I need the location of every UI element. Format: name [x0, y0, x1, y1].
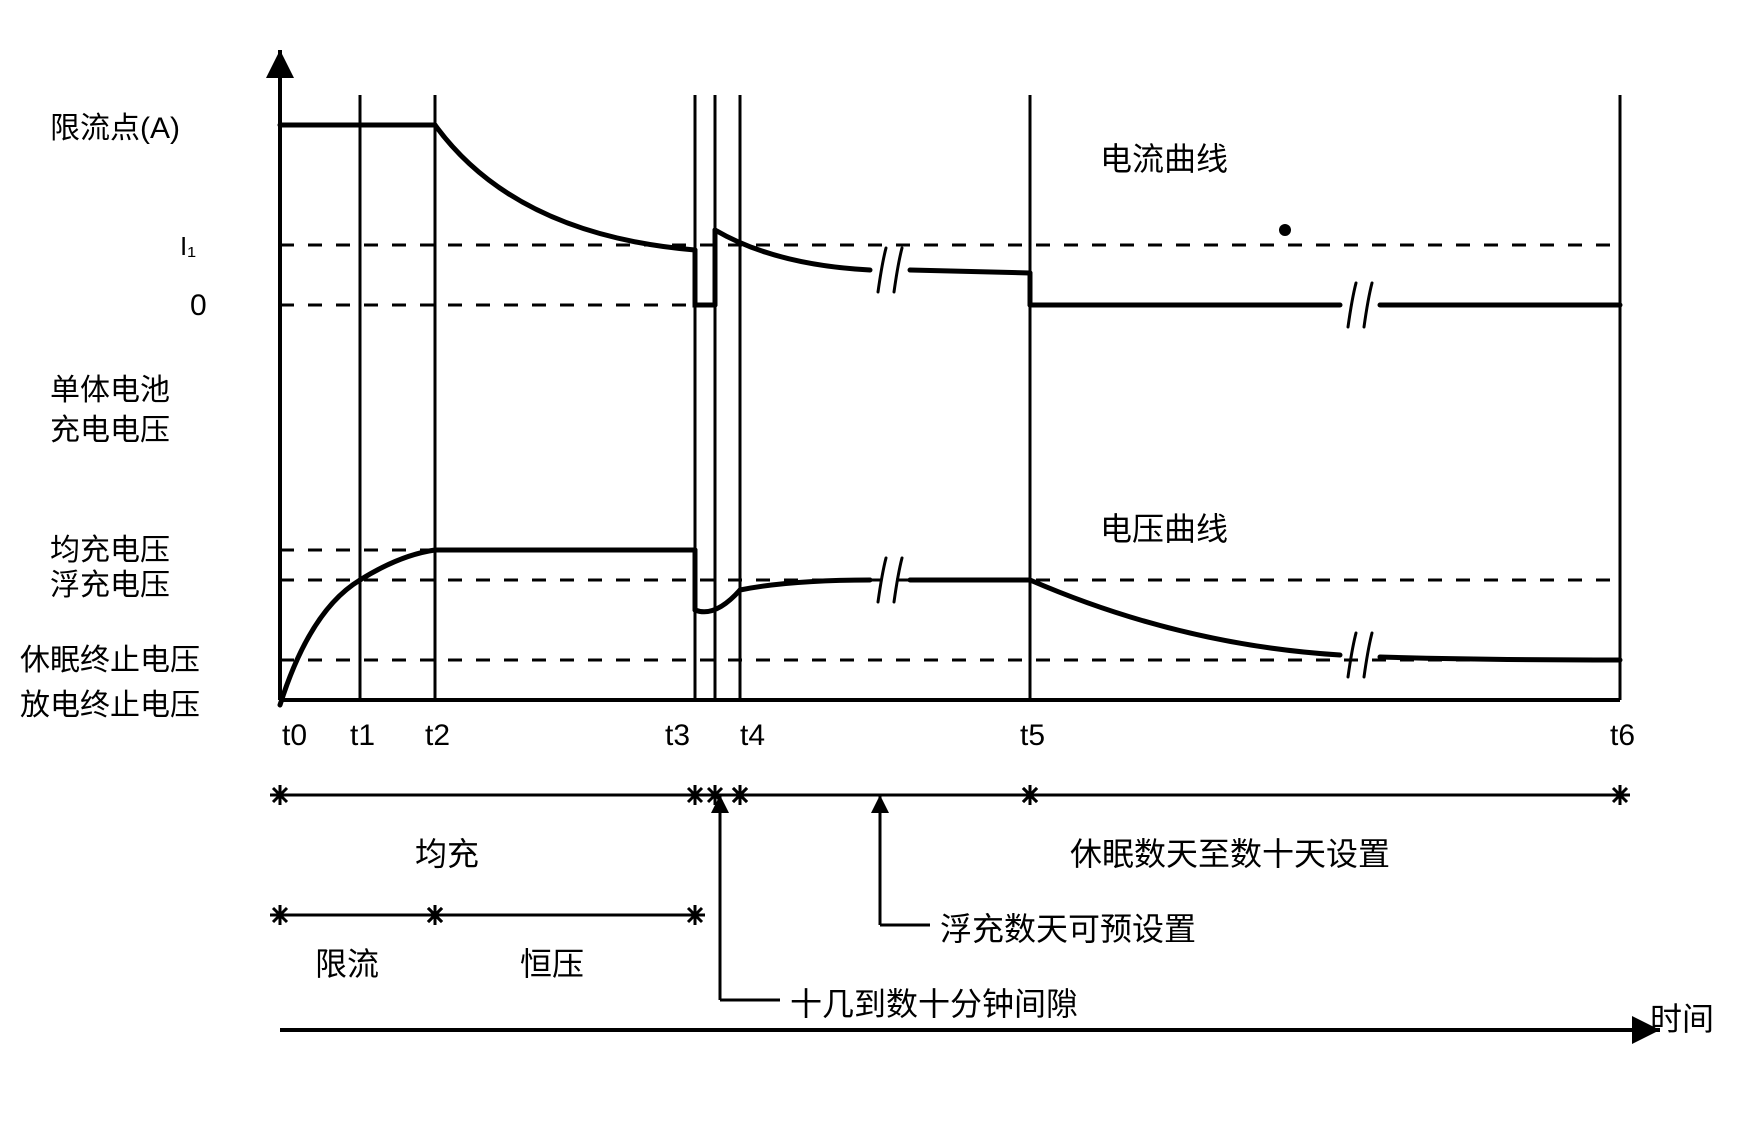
- svg-text:电压曲线: 电压曲线: [1100, 511, 1228, 547]
- svg-text:t1: t1: [350, 719, 375, 752]
- svg-text:t3: t3: [665, 719, 690, 752]
- svg-text:时间: 时间: [1650, 1001, 1714, 1037]
- svg-text:t0: t0: [282, 719, 307, 752]
- svg-text:浮充数天可预设置: 浮充数天可预设置: [940, 911, 1196, 947]
- svg-text:限流: 限流: [315, 946, 379, 982]
- svg-text:十几到数十分钟间隙: 十几到数十分钟间隙: [790, 986, 1078, 1022]
- svg-text:放电终止电压: 放电终止电压: [20, 689, 200, 722]
- svg-text:休眠数天至数十天设置: 休眠数天至数十天设置: [1070, 836, 1390, 872]
- svg-text:均充电压: 均充电压: [50, 534, 170, 567]
- svg-text:均充: 均充: [415, 836, 479, 872]
- svg-text:t2: t2: [425, 719, 450, 752]
- svg-text:I₁: I₁: [180, 231, 196, 261]
- svg-text:t5: t5: [1020, 719, 1045, 752]
- svg-text:浮充电压: 浮充电压: [50, 569, 170, 602]
- svg-text:恒压: 恒压: [520, 946, 584, 982]
- svg-text:t6: t6: [1610, 719, 1635, 752]
- svg-text:0: 0: [190, 289, 207, 322]
- svg-text:充电电压: 充电电压: [50, 414, 170, 447]
- svg-text:休眠终止电压: 休眠终止电压: [20, 644, 200, 677]
- battery-charging-diagram: 电流曲线电压曲线 限流点(A) I₁ 0 单体电池充电电压均充电压浮充电压休眠终止电压放…: [20, 20, 1737, 1102]
- svg-text:电流曲线: 电流曲线: [1100, 141, 1228, 177]
- svg-text:限流点(A): 限流点(A): [50, 112, 180, 145]
- diagram-svg: 电流曲线电压曲线 限流点(A) I₁ 0 单体电池充电电压均充电压浮充电压休眠终止电压放…: [20, 20, 1737, 1102]
- svg-text:单体电池: 单体电池: [50, 374, 170, 407]
- svg-text:t4: t4: [740, 719, 765, 752]
